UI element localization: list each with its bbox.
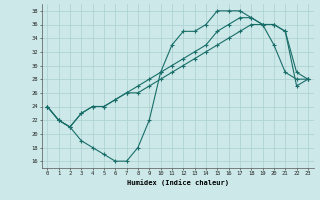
X-axis label: Humidex (Indice chaleur): Humidex (Indice chaleur) [127, 179, 228, 186]
